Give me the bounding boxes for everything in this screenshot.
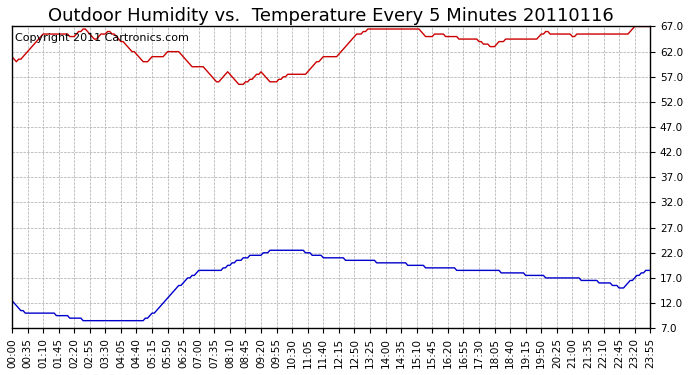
Title: Outdoor Humidity vs.  Temperature Every 5 Minutes 20110116: Outdoor Humidity vs. Temperature Every 5… [48,7,614,25]
Text: Copyright 2011 Cartronics.com: Copyright 2011 Cartronics.com [15,33,189,42]
